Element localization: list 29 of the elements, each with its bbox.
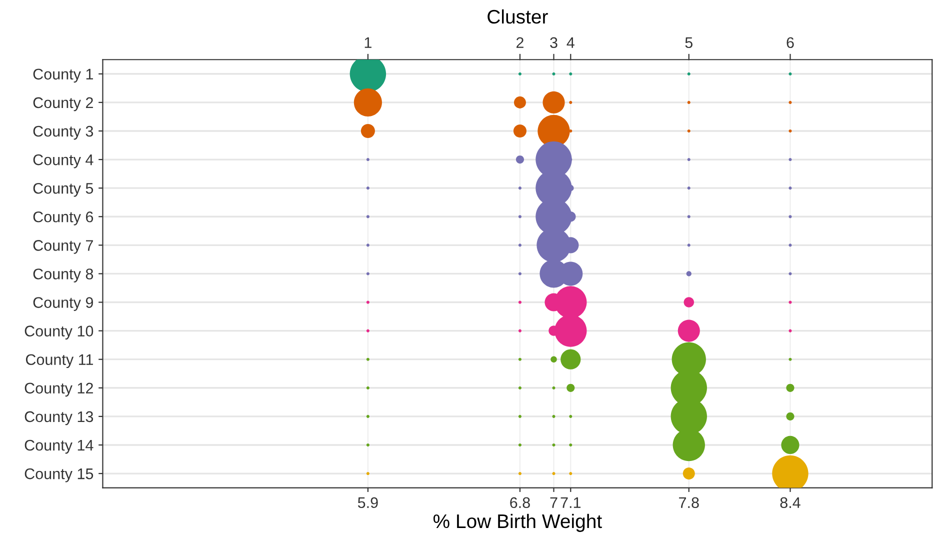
x-axis-title: % Low Birth Weight	[433, 514, 602, 532]
y-tick-label: County 4	[33, 154, 94, 168]
y-tick-label: County 1	[33, 68, 93, 83]
x-tick-label: 7.8	[679, 497, 699, 508]
y-tick-label: County 2	[33, 97, 93, 112]
x2-axis-title: Cluster	[488, 9, 548, 24]
x-tick-label: 6.8	[510, 497, 530, 508]
annotation: 1	[364, 37, 372, 48]
x-tick-label: 8.4	[780, 497, 800, 508]
annotation: 4	[566, 37, 574, 48]
x-tick-label: 5.9	[358, 497, 378, 508]
y-tick-label: County 3	[33, 126, 94, 140]
y-tick-label: County 9	[33, 297, 93, 311]
y-tick-label: County 13	[24, 411, 94, 426]
x-tick-label: 7.1	[560, 497, 581, 508]
annotation: 5	[685, 37, 692, 48]
y-tick-label: County 6	[33, 211, 94, 226]
y-tick-label: County 5	[33, 182, 94, 197]
y-tick-label: County 8	[33, 268, 94, 282]
annotation: 6	[786, 37, 794, 48]
y-tick-label: County 15	[24, 468, 94, 482]
x-tick-label: 7	[550, 497, 558, 508]
y-tick-label: County 11	[26, 354, 93, 368]
y-tick-label: County 10	[24, 326, 94, 340]
annotation: 3	[550, 37, 558, 48]
y-tick-label: County 12	[24, 382, 93, 397]
y-tick-label: County 7	[33, 240, 93, 254]
annotation: 2	[516, 37, 524, 48]
y-tick-label: County 14	[24, 440, 94, 454]
